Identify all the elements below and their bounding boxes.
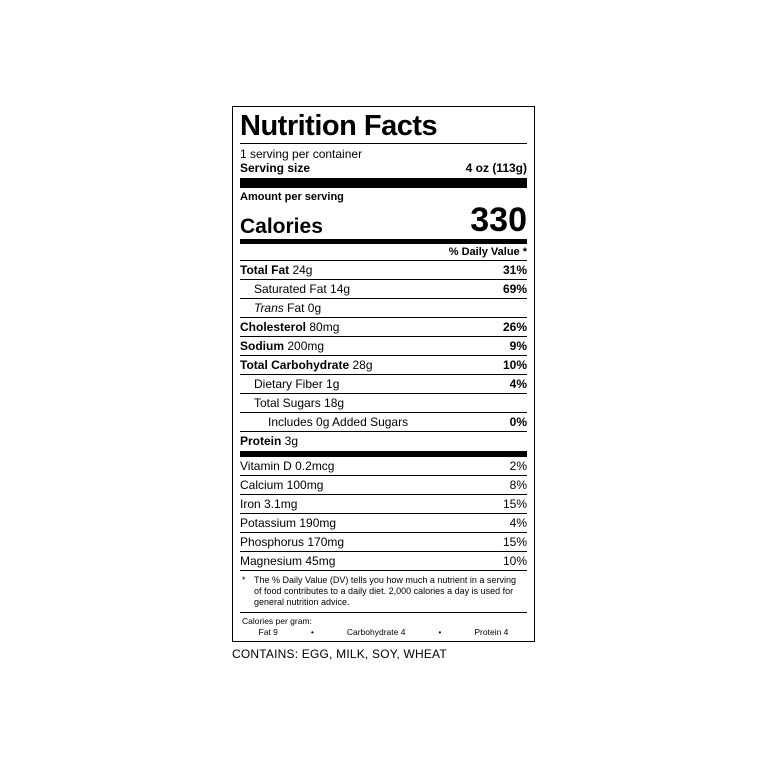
nutrient-row: Includes 0g Added Sugars 0% (240, 412, 527, 431)
nutrient-row: Total Sugars 18g (240, 393, 527, 412)
serving-size-row: Serving size 4 oz (113g) (240, 161, 527, 178)
nutrient-dv: 10% (503, 358, 527, 372)
bullet-icon: • (311, 628, 314, 637)
vitamin-row: Vitamin D 0.2mcg 2% (240, 457, 527, 475)
nutrient-label: Trans Fat 0g (240, 301, 321, 315)
footnote-star: * (242, 575, 246, 586)
cpg-title: Calories per gram: (242, 616, 525, 626)
calories-label: Calories (240, 216, 323, 237)
nutrition-facts-panel: Nutrition Facts 1 serving per container … (232, 106, 535, 643)
nutrient-label: Saturated Fat 14g (240, 282, 350, 296)
serving-size-value: 4 oz (113g) (466, 161, 527, 175)
main-nutrients-list: Total Fat 24g 31% Saturated Fat 14g 69% Tran… (240, 260, 527, 450)
servings-per-container: 1 serving per container (240, 144, 527, 161)
nutrient-label: Total Carbohydrate 28g (240, 358, 373, 372)
nutrient-row: Total Fat 24g 31% (240, 260, 527, 279)
vitamin-dv: 15% (503, 535, 527, 549)
vitamin-dv: 8% (510, 478, 527, 492)
nutrient-dv: 4% (510, 377, 527, 391)
vitamin-row: Potassium 190mg 4% (240, 513, 527, 532)
nutrient-label: Sodium 200mg (240, 339, 324, 353)
serving-size-label: Serving size (240, 161, 310, 175)
vitamin-dv: 2% (510, 459, 527, 473)
nutrient-row: Protein 3g (240, 431, 527, 450)
nutrient-row: Total Carbohydrate 28g 10% (240, 355, 527, 374)
calories-value: 330 (470, 203, 527, 237)
vitamin-row: Magnesium 45mg 10% (240, 551, 527, 570)
nutrient-dv: 31% (503, 263, 527, 277)
vitamin-label: Potassium 190mg (240, 516, 336, 530)
panel-title: Nutrition Facts (240, 112, 527, 143)
nutrient-label: Total Sugars 18g (240, 396, 344, 410)
vitamin-dv: 15% (503, 497, 527, 511)
dv-header: % Daily Value * (240, 244, 527, 260)
nutrient-dv: 9% (510, 339, 527, 353)
dv-footnote: * The % Daily Value (DV) tells you how m… (240, 570, 527, 613)
contains-text: CONTAINS: EGG, MILK, SOY, WHEAT (232, 642, 535, 661)
nutrient-label: Cholesterol 80mg (240, 320, 339, 334)
vitamin-label: Vitamin D 0.2mcg (240, 459, 334, 473)
vitamin-dv: 4% (510, 516, 527, 530)
calories-row: Calories 330 (240, 203, 527, 239)
vitamin-label: Magnesium 45mg (240, 554, 335, 568)
nutrient-dv: 69% (503, 282, 527, 296)
nutrient-label: Total Fat 24g (240, 263, 312, 277)
cpg-protein: Protein 4 (474, 627, 508, 637)
nutrient-row: Cholesterol 80mg 26% (240, 317, 527, 336)
vitamin-label: Calcium 100mg (240, 478, 323, 492)
vitamin-dv: 10% (503, 554, 527, 568)
vitamin-row: Iron 3.1mg 15% (240, 494, 527, 513)
nutrient-label: Protein 3g (240, 434, 298, 448)
cpg-row: Fat 9 • Carbohydrate 4 • Protein 4 (242, 626, 525, 637)
calories-per-gram: Calories per gram: Fat 9 • Carbohydrate … (240, 612, 527, 639)
nutrient-row: Saturated Fat 14g 69% (240, 279, 527, 298)
vitamin-row: Calcium 100mg 8% (240, 475, 527, 494)
nutrient-dv: 26% (503, 320, 527, 334)
footnote-text: The % Daily Value (DV) tells you how muc… (254, 575, 516, 608)
nutrient-label: Includes 0g Added Sugars (240, 415, 408, 429)
vitamin-label: Phosphorus 170mg (240, 535, 344, 549)
thick-bar (240, 178, 527, 188)
nutrient-dv: 0% (510, 415, 527, 429)
vitamin-row: Phosphorus 170mg 15% (240, 532, 527, 551)
vitamin-label: Iron 3.1mg (240, 497, 297, 511)
nutrient-row: Dietary Fiber 1g 4% (240, 374, 527, 393)
nutrient-row: Sodium 200mg 9% (240, 336, 527, 355)
nutrient-row: Trans Fat 0g (240, 298, 527, 317)
nutrient-label: Dietary Fiber 1g (240, 377, 339, 391)
cpg-carb: Carbohydrate 4 (347, 627, 406, 637)
cpg-fat: Fat 9 (259, 627, 278, 637)
vitamin-nutrients-list: Vitamin D 0.2mcg 2% Calcium 100mg 8% Iron 3.… (240, 457, 527, 570)
bullet-icon: • (439, 628, 442, 637)
